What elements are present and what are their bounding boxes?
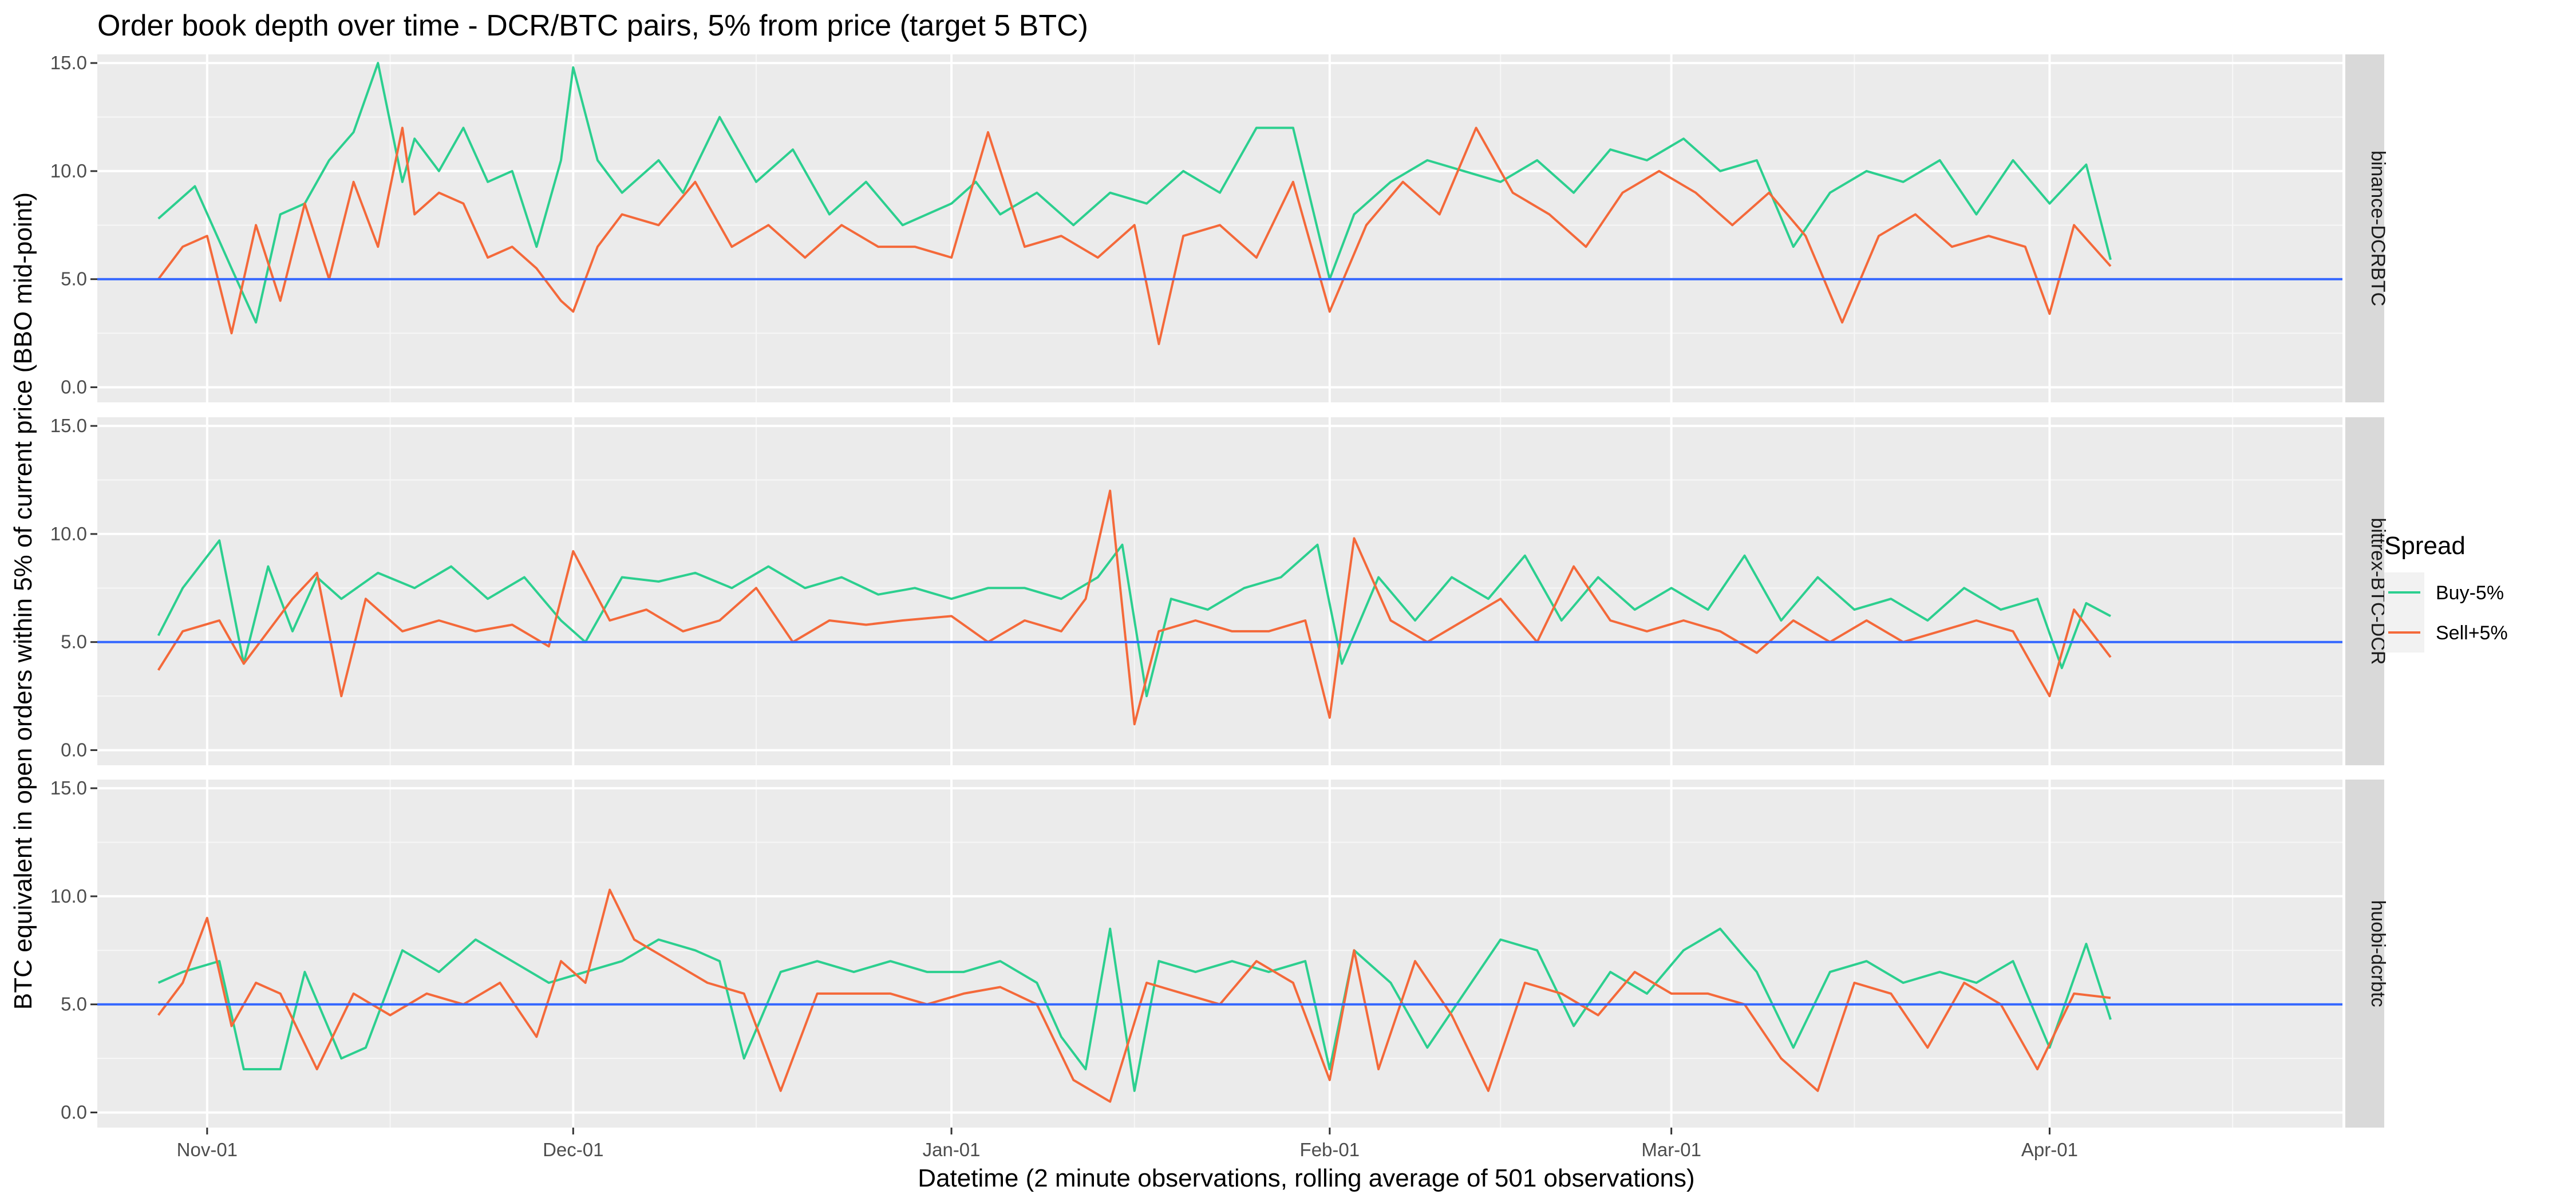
facet-strip	[2345, 54, 2384, 402]
x-tick-label: Mar-01	[1641, 1139, 1701, 1160]
y-tick-label: 15.0	[50, 52, 87, 73]
x-tick-label: Dec-01	[543, 1139, 603, 1160]
x-tick-label: Apr-01	[2021, 1139, 2078, 1160]
y-tick-label: 0.0	[61, 1102, 87, 1123]
y-tick-label: 0.0	[61, 377, 87, 398]
panel-background	[97, 780, 2342, 1128]
series-line-Sell+5%	[157, 126, 2112, 345]
legend-label-Sell+5%: Sell+5%	[2436, 622, 2508, 644]
series-line-Buy-5%	[157, 539, 2111, 698]
chart-title: Order book depth over time - DCR/BTC pai…	[97, 9, 1088, 42]
y-axis-title: BTC equivalent in open orders within 5% …	[9, 192, 37, 1010]
y-tick-label: 0.0	[61, 740, 87, 761]
y-tick-label: 10.0	[50, 523, 87, 544]
facet-strip	[2345, 780, 2384, 1128]
series-line-Buy-5%	[157, 62, 2112, 324]
y-tick-label: 15.0	[50, 777, 87, 798]
series-line-Sell+5%	[157, 888, 2111, 1103]
facet-strip	[2345, 417, 2384, 765]
x-tick-label: Feb-01	[1300, 1139, 1360, 1160]
x-tick-label: Jan-01	[923, 1139, 981, 1160]
panel-background	[97, 417, 2342, 765]
y-tick-label: 5.0	[61, 631, 87, 653]
facet-panels: 0.0 5.0 10.0 15.0 binance-DCRBTC 0.0 5.0 10.0 15…	[50, 52, 2389, 1128]
x-axis-title: Datetime (2 minute observations, rolling…	[918, 1164, 1694, 1192]
facet-strip-label: binance-DCRBTC	[2367, 151, 2389, 306]
panel-background	[97, 54, 2342, 402]
x-tick-label: Nov-01	[177, 1139, 238, 1160]
legend-label-Buy-5%: Buy-5%	[2436, 582, 2504, 604]
facet-panel-binance-DCRBTC: 0.0 5.0 10.0 15.0 binance-DCRBTC	[50, 52, 2389, 402]
facet-strip-label: huobi-dcrbtc	[2367, 900, 2389, 1007]
y-tick-label: 15.0	[50, 415, 87, 436]
y-tick-label: 10.0	[50, 885, 87, 907]
legend: Spread Buy-5% Sell+5%	[2384, 532, 2508, 653]
legend-title: Spread	[2384, 532, 2466, 560]
y-tick-label: 5.0	[61, 994, 87, 1015]
facet-panel-huobi-dcrbtc: 0.0 5.0 10.0 15.0 huobi-dcrbtc	[50, 777, 2389, 1128]
y-tick-label: 10.0	[50, 160, 87, 181]
y-tick-label: 5.0	[61, 268, 87, 290]
x-axis: Nov-01 Dec-01 Jan-01 Feb-01 Mar-01 Apr-01	[177, 1128, 2078, 1160]
series-line-Buy-5%	[157, 927, 2112, 1092]
